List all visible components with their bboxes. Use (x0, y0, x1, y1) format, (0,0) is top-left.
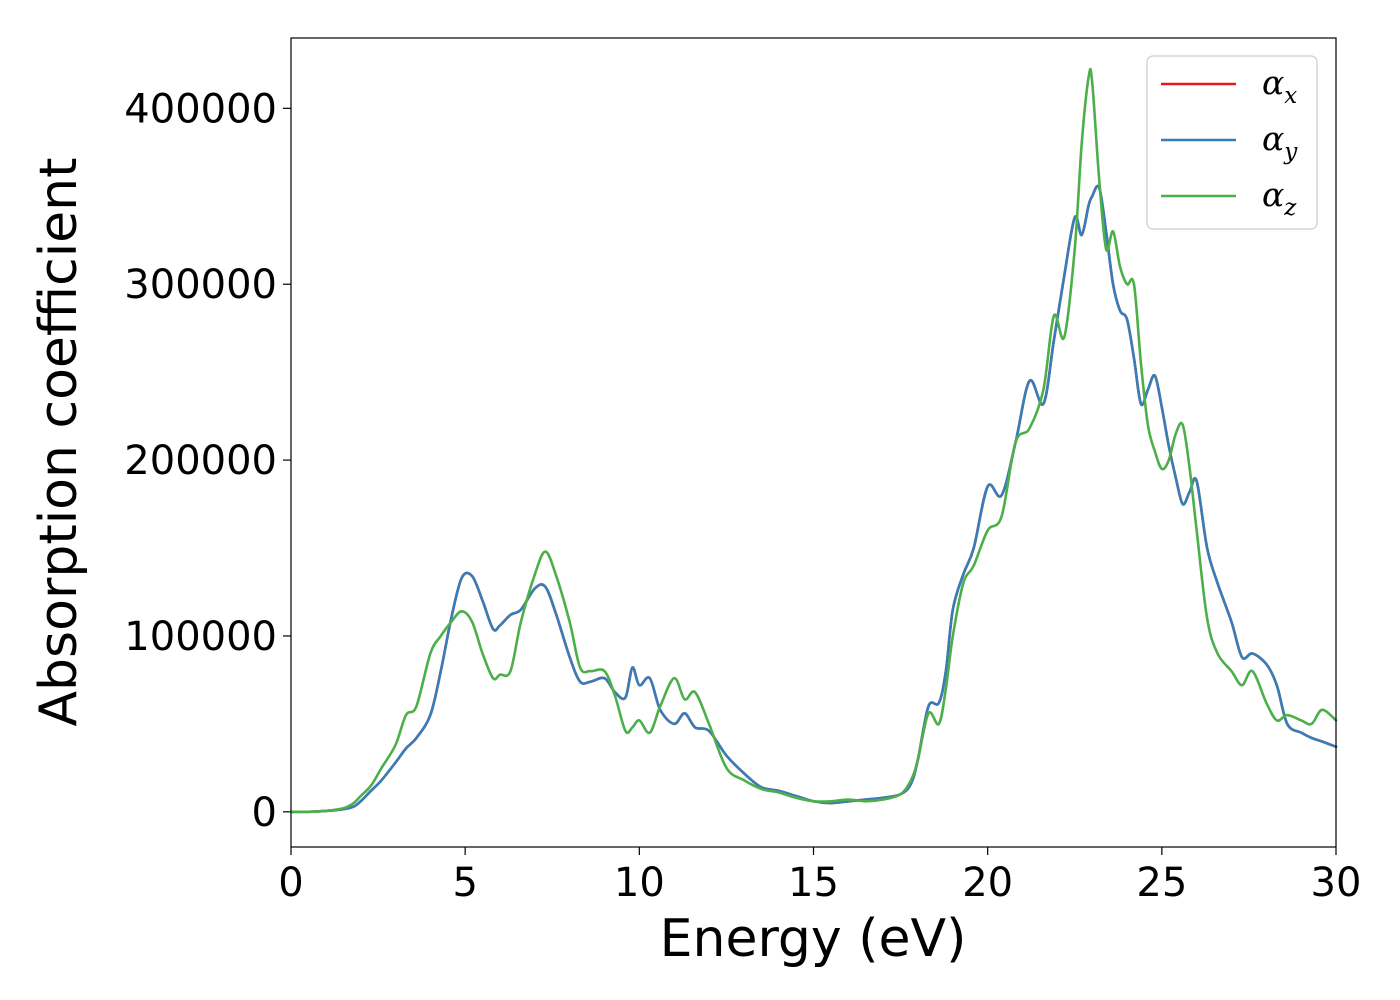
y-tick-label: 300000 (124, 262, 277, 308)
legend-label-main: α (1262, 63, 1284, 102)
legend-label-z: αz (1262, 175, 1297, 221)
legend-label-x: αx (1262, 63, 1297, 109)
series-lines (289, 67, 1338, 814)
x-axis-title: Energy (eV) (660, 909, 967, 969)
legend-label-subscript: y (1283, 139, 1298, 165)
series-line-y (289, 184, 1338, 814)
x-tick-label: 10 (614, 860, 665, 906)
x-axis-ticks: 0 5 10 15 20 25 30 (278, 847, 1361, 906)
plot-frame (290, 37, 1337, 848)
x-tick-label: 25 (1136, 860, 1187, 906)
y-tick-label: 100000 (124, 614, 277, 660)
x-tick-label: 15 (788, 860, 839, 906)
legend-label-y: αy (1262, 119, 1298, 165)
y-tick-label: 400000 (124, 86, 277, 132)
y-tick-label: 0 (252, 790, 277, 836)
legend-label-subscript: x (1284, 83, 1297, 109)
legend-label-main: α (1262, 175, 1284, 214)
y-axis-title: Absorption coefficient (29, 157, 89, 726)
series-line-z (289, 67, 1338, 814)
x-tick-label: 0 (278, 860, 303, 906)
y-axis-ticks: 0 100000 200000 300000 400000 (124, 86, 291, 836)
x-tick-label: 20 (962, 860, 1013, 906)
x-tick-label: 5 (452, 860, 477, 906)
x-tick-label: 30 (1311, 860, 1362, 906)
legend-label-main: α (1262, 119, 1284, 158)
legend-label-subscript: z (1283, 195, 1297, 221)
legend-box (1146, 55, 1318, 230)
y-tick-label: 200000 (124, 438, 277, 484)
